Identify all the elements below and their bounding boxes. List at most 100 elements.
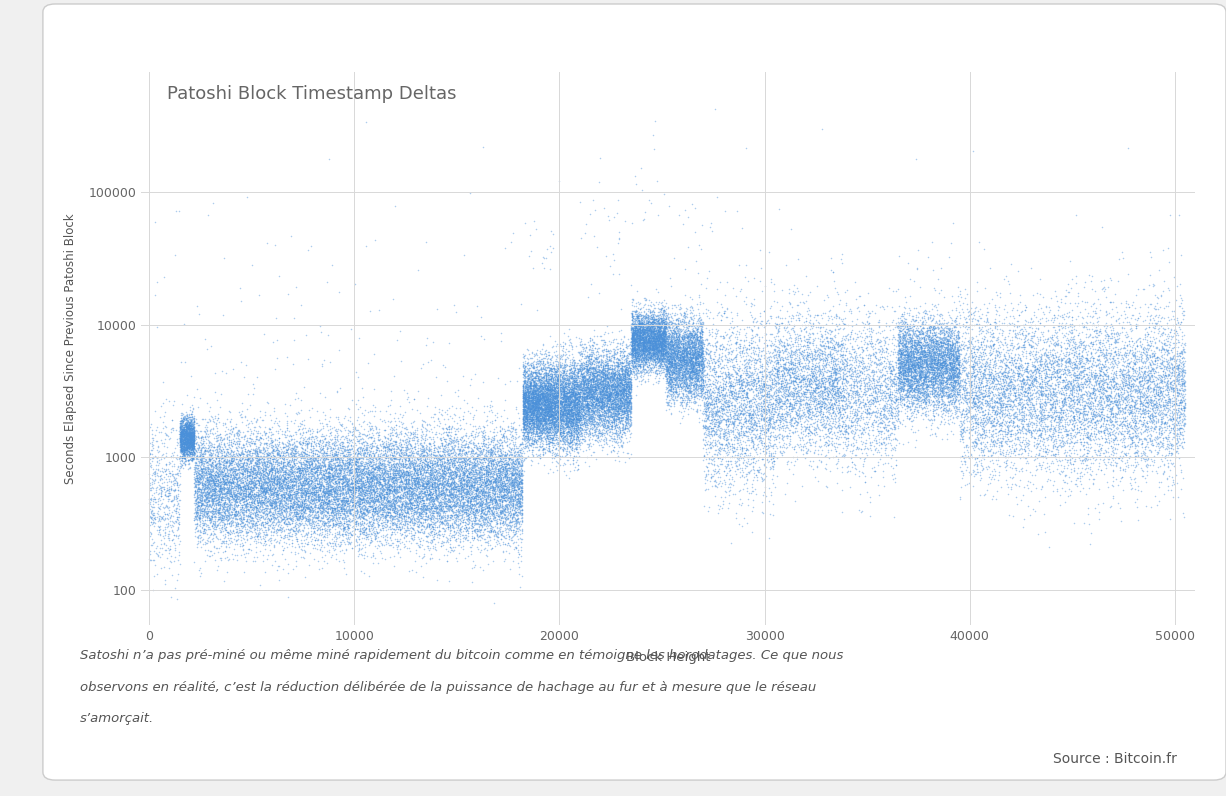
Point bbox=[996, 460, 1015, 473]
Point bbox=[639, 336, 658, 349]
Point bbox=[184, 451, 204, 463]
Point bbox=[374, 479, 394, 492]
Point bbox=[413, 415, 433, 427]
Point bbox=[704, 423, 723, 436]
Point bbox=[971, 442, 991, 455]
Point bbox=[483, 444, 503, 457]
Point bbox=[911, 357, 931, 370]
Point bbox=[667, 349, 687, 362]
Point bbox=[283, 482, 303, 495]
Point bbox=[444, 544, 463, 556]
Point bbox=[1040, 410, 1059, 423]
Point bbox=[386, 474, 406, 486]
Point bbox=[593, 392, 613, 404]
Point bbox=[886, 439, 906, 452]
Point bbox=[1009, 363, 1029, 376]
Point bbox=[473, 437, 493, 450]
Point bbox=[1173, 431, 1193, 444]
Point bbox=[421, 486, 440, 499]
Point bbox=[569, 408, 588, 420]
Point bbox=[411, 487, 430, 500]
Point bbox=[934, 354, 954, 367]
Point bbox=[449, 494, 468, 506]
Point bbox=[447, 487, 467, 500]
Point bbox=[233, 539, 253, 552]
Point bbox=[805, 409, 825, 422]
Point bbox=[908, 400, 928, 412]
Point bbox=[652, 336, 672, 349]
Point bbox=[649, 377, 668, 389]
Point bbox=[888, 421, 907, 434]
Point bbox=[1075, 451, 1095, 464]
Point bbox=[527, 408, 547, 421]
Point bbox=[1042, 393, 1062, 406]
Point bbox=[536, 392, 555, 404]
Point bbox=[929, 369, 949, 381]
Point bbox=[283, 494, 303, 507]
Point bbox=[322, 498, 342, 511]
Point bbox=[825, 396, 845, 409]
Point bbox=[559, 389, 579, 402]
Point bbox=[602, 408, 622, 420]
Point bbox=[573, 391, 592, 404]
Point bbox=[347, 432, 367, 445]
Point bbox=[780, 381, 799, 394]
Point bbox=[444, 495, 463, 508]
Point bbox=[267, 493, 287, 505]
Point bbox=[891, 350, 911, 363]
Point bbox=[999, 425, 1019, 438]
Point bbox=[679, 367, 699, 380]
Point bbox=[373, 501, 392, 513]
Point bbox=[267, 511, 287, 524]
Point bbox=[435, 493, 455, 505]
Point bbox=[645, 335, 664, 348]
Point bbox=[931, 361, 950, 374]
Point bbox=[650, 338, 669, 351]
Point bbox=[531, 396, 550, 408]
Point bbox=[858, 363, 878, 376]
Point bbox=[574, 407, 593, 419]
Point bbox=[1019, 408, 1038, 420]
Point bbox=[698, 304, 717, 317]
Point bbox=[376, 482, 396, 495]
Point bbox=[539, 439, 559, 452]
Point bbox=[440, 421, 460, 434]
Point bbox=[754, 378, 774, 391]
Point bbox=[521, 402, 541, 415]
Point bbox=[488, 444, 508, 457]
Point bbox=[857, 377, 877, 389]
Point bbox=[363, 514, 383, 527]
Point bbox=[422, 473, 441, 486]
Point bbox=[528, 389, 548, 402]
Point bbox=[788, 332, 808, 345]
Point bbox=[940, 370, 960, 383]
Point bbox=[1000, 370, 1020, 383]
Point bbox=[644, 339, 663, 352]
Point bbox=[493, 465, 512, 478]
Point bbox=[783, 362, 803, 375]
Point bbox=[358, 406, 378, 419]
Point bbox=[1002, 455, 1021, 468]
Point bbox=[913, 365, 933, 378]
Point bbox=[273, 455, 293, 468]
Point bbox=[667, 325, 687, 338]
Point bbox=[254, 438, 273, 451]
Point bbox=[446, 527, 466, 540]
Point bbox=[1085, 393, 1105, 406]
Point bbox=[175, 439, 195, 452]
Point bbox=[858, 381, 878, 394]
Point bbox=[662, 302, 682, 314]
Point bbox=[801, 437, 820, 450]
Point bbox=[554, 404, 574, 416]
Point bbox=[666, 367, 685, 380]
Point bbox=[565, 410, 585, 423]
Point bbox=[273, 451, 293, 463]
Point bbox=[505, 458, 525, 470]
Point bbox=[1004, 382, 1024, 395]
Point bbox=[381, 468, 401, 481]
Point bbox=[1165, 349, 1184, 361]
Point bbox=[385, 415, 405, 427]
Point bbox=[960, 439, 980, 452]
Point bbox=[195, 420, 215, 433]
Point bbox=[918, 323, 938, 336]
